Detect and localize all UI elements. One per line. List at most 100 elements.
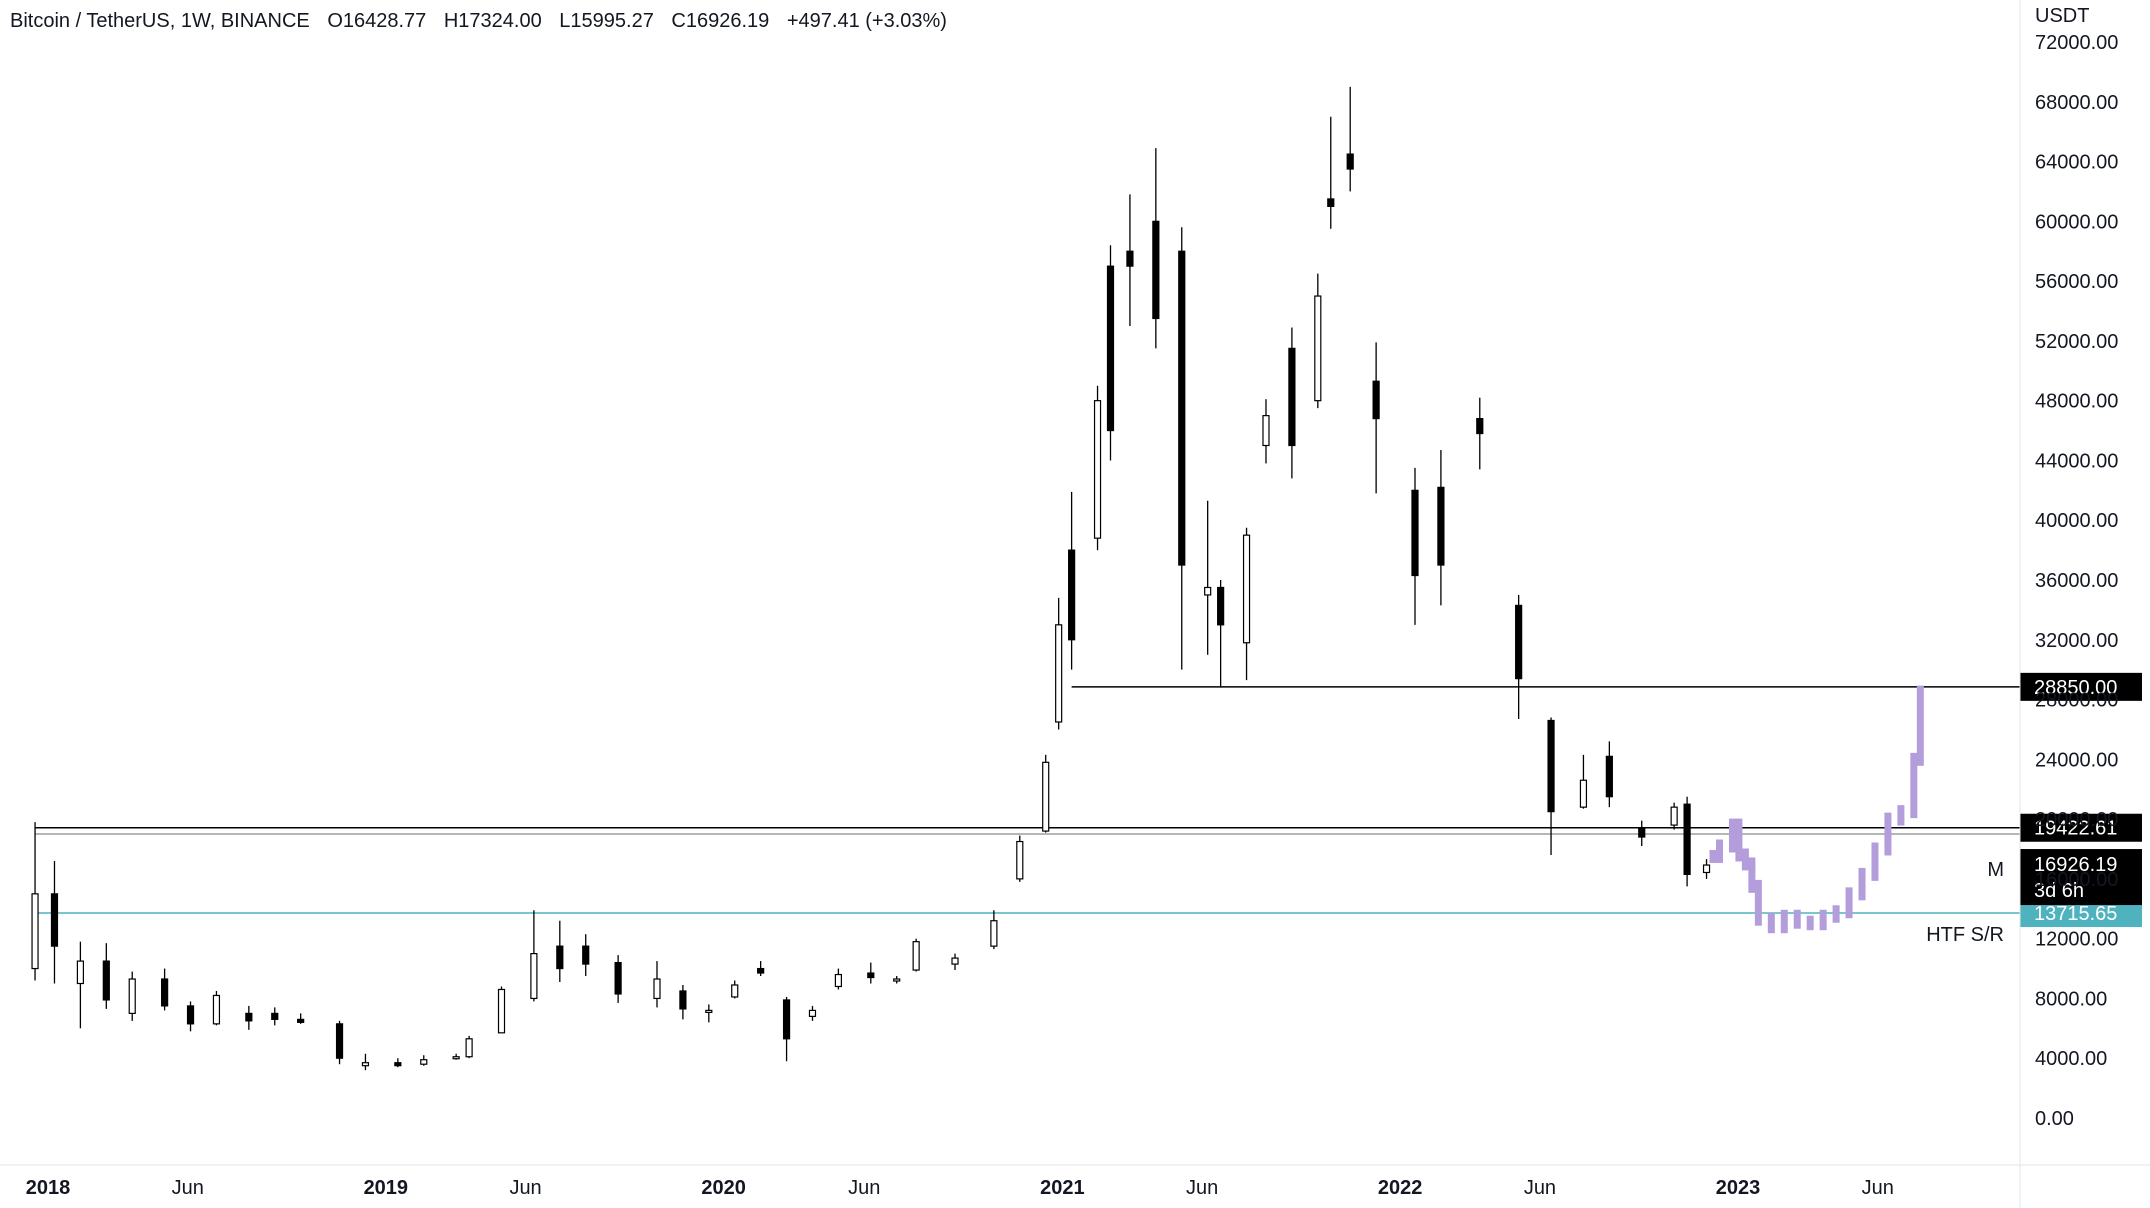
- candle: [1126, 194, 1134, 326]
- candle: [834, 968, 842, 990]
- chart-legend: Bitcoin / TetherUS, 1W, BINANCE O16428.7…: [10, 10, 959, 33]
- candle-body: [679, 990, 687, 1010]
- candle: [1437, 449, 1445, 606]
- candle: [1683, 796, 1691, 887]
- y-tick-label: 72000.00: [2035, 32, 2118, 54]
- candle: [394, 1058, 402, 1068]
- candle-body: [1605, 755, 1613, 798]
- candle-body: [1042, 761, 1050, 832]
- candle-body: [757, 967, 765, 974]
- level-price-tag: [2020, 813, 2142, 842]
- projection-bar: [1832, 905, 1840, 923]
- candle: [1605, 741, 1613, 808]
- candle-body: [1670, 806, 1678, 826]
- y-tick-label: 68000.00: [2035, 92, 2118, 114]
- projection-bar: [1858, 867, 1866, 901]
- x-tick-label: 2023: [1716, 1177, 1761, 1199]
- candle-body: [1476, 418, 1484, 435]
- candle-body: [1327, 198, 1335, 207]
- candle: [1327, 116, 1335, 229]
- candle-body: [1055, 624, 1063, 723]
- y-tick-label: 56000.00: [2035, 271, 2118, 293]
- candle: [1262, 399, 1270, 464]
- candle: [245, 1005, 253, 1030]
- candle-body: [1178, 250, 1186, 566]
- x-tick-label: 2021: [1040, 1177, 1085, 1199]
- candle-body: [335, 1023, 344, 1059]
- candle: [1515, 594, 1523, 719]
- projection-bar: [1748, 857, 1756, 893]
- x-tick-label: Jun: [1862, 1177, 1894, 1199]
- candle: [76, 941, 84, 1029]
- candle: [556, 920, 564, 983]
- candle-body: [1638, 827, 1646, 838]
- candle-body: [705, 1009, 713, 1014]
- candle: [731, 980, 739, 999]
- candle-body: [76, 960, 84, 985]
- candle-body: [297, 1018, 305, 1023]
- projection-bar: [1754, 879, 1762, 926]
- x-tick-label: Jun: [509, 1177, 541, 1199]
- candle: [212, 990, 221, 1026]
- candle: [1178, 227, 1186, 670]
- y-tick-label: 28000.00: [2035, 690, 2118, 712]
- y-tick-label: 40000.00: [2035, 510, 2118, 532]
- candle-body: [161, 978, 169, 1007]
- x-tick-label: 2022: [1378, 1177, 1423, 1199]
- candlestick-series: [31, 86, 1711, 1071]
- candle: [335, 1020, 344, 1065]
- candle-body: [1702, 864, 1711, 874]
- candle-body: [245, 1012, 253, 1022]
- candle-body: [1126, 250, 1134, 267]
- open-value: O16428.77: [327, 10, 427, 32]
- y-tick-label: 20000.00: [2035, 809, 2118, 831]
- candle-body: [128, 978, 136, 1014]
- y-tick-label: 16000.00: [2035, 869, 2118, 891]
- candle-body: [271, 1012, 279, 1020]
- candle-body: [1106, 265, 1115, 432]
- level-name-label: HTF S/R: [1926, 924, 2004, 946]
- candle: [497, 986, 506, 1034]
- candle-body: [1579, 779, 1588, 808]
- candle: [1204, 500, 1212, 655]
- x-tick-label: 2019: [364, 1177, 409, 1199]
- projection-bar: [1910, 752, 1918, 819]
- candle-body: [1437, 486, 1445, 566]
- projection-bar: [1871, 842, 1879, 881]
- candle-body: [808, 1009, 817, 1017]
- candle: [1042, 754, 1050, 833]
- candle-body: [186, 1005, 195, 1025]
- projection-bar: [1741, 848, 1749, 871]
- candle: [679, 984, 687, 1020]
- candle: [530, 910, 538, 1002]
- candle-body: [31, 893, 39, 970]
- candle: [614, 955, 622, 1003]
- candle: [951, 953, 959, 971]
- y-tick-label: 60000.00: [2035, 211, 2118, 233]
- x-tick-label: Jun: [1186, 1177, 1218, 1199]
- projection-series: [1709, 685, 1924, 934]
- y-tick-label: 44000.00: [2035, 450, 2118, 472]
- candle: [1411, 467, 1419, 625]
- y-tick-label: 32000.00: [2035, 630, 2118, 652]
- candle: [757, 961, 765, 977]
- candle-body: [530, 953, 538, 1000]
- candle-body: [1262, 415, 1270, 447]
- candle: [297, 1013, 305, 1024]
- candle-body: [212, 994, 221, 1025]
- candle-body: [420, 1059, 428, 1065]
- candle: [867, 962, 875, 984]
- candle-body: [1204, 586, 1212, 596]
- candle: [1068, 491, 1076, 670]
- candle: [1346, 86, 1354, 192]
- candle-body: [465, 1038, 473, 1058]
- candle: [452, 1053, 460, 1060]
- candle-body: [782, 999, 791, 1040]
- candle-body: [1314, 295, 1322, 402]
- close-value: C16926.19: [671, 10, 770, 32]
- candle-body: [452, 1056, 460, 1060]
- candle: [1579, 754, 1588, 809]
- candle-body: [1515, 604, 1523, 680]
- level-price-tag-text: 28850.00: [2034, 677, 2117, 699]
